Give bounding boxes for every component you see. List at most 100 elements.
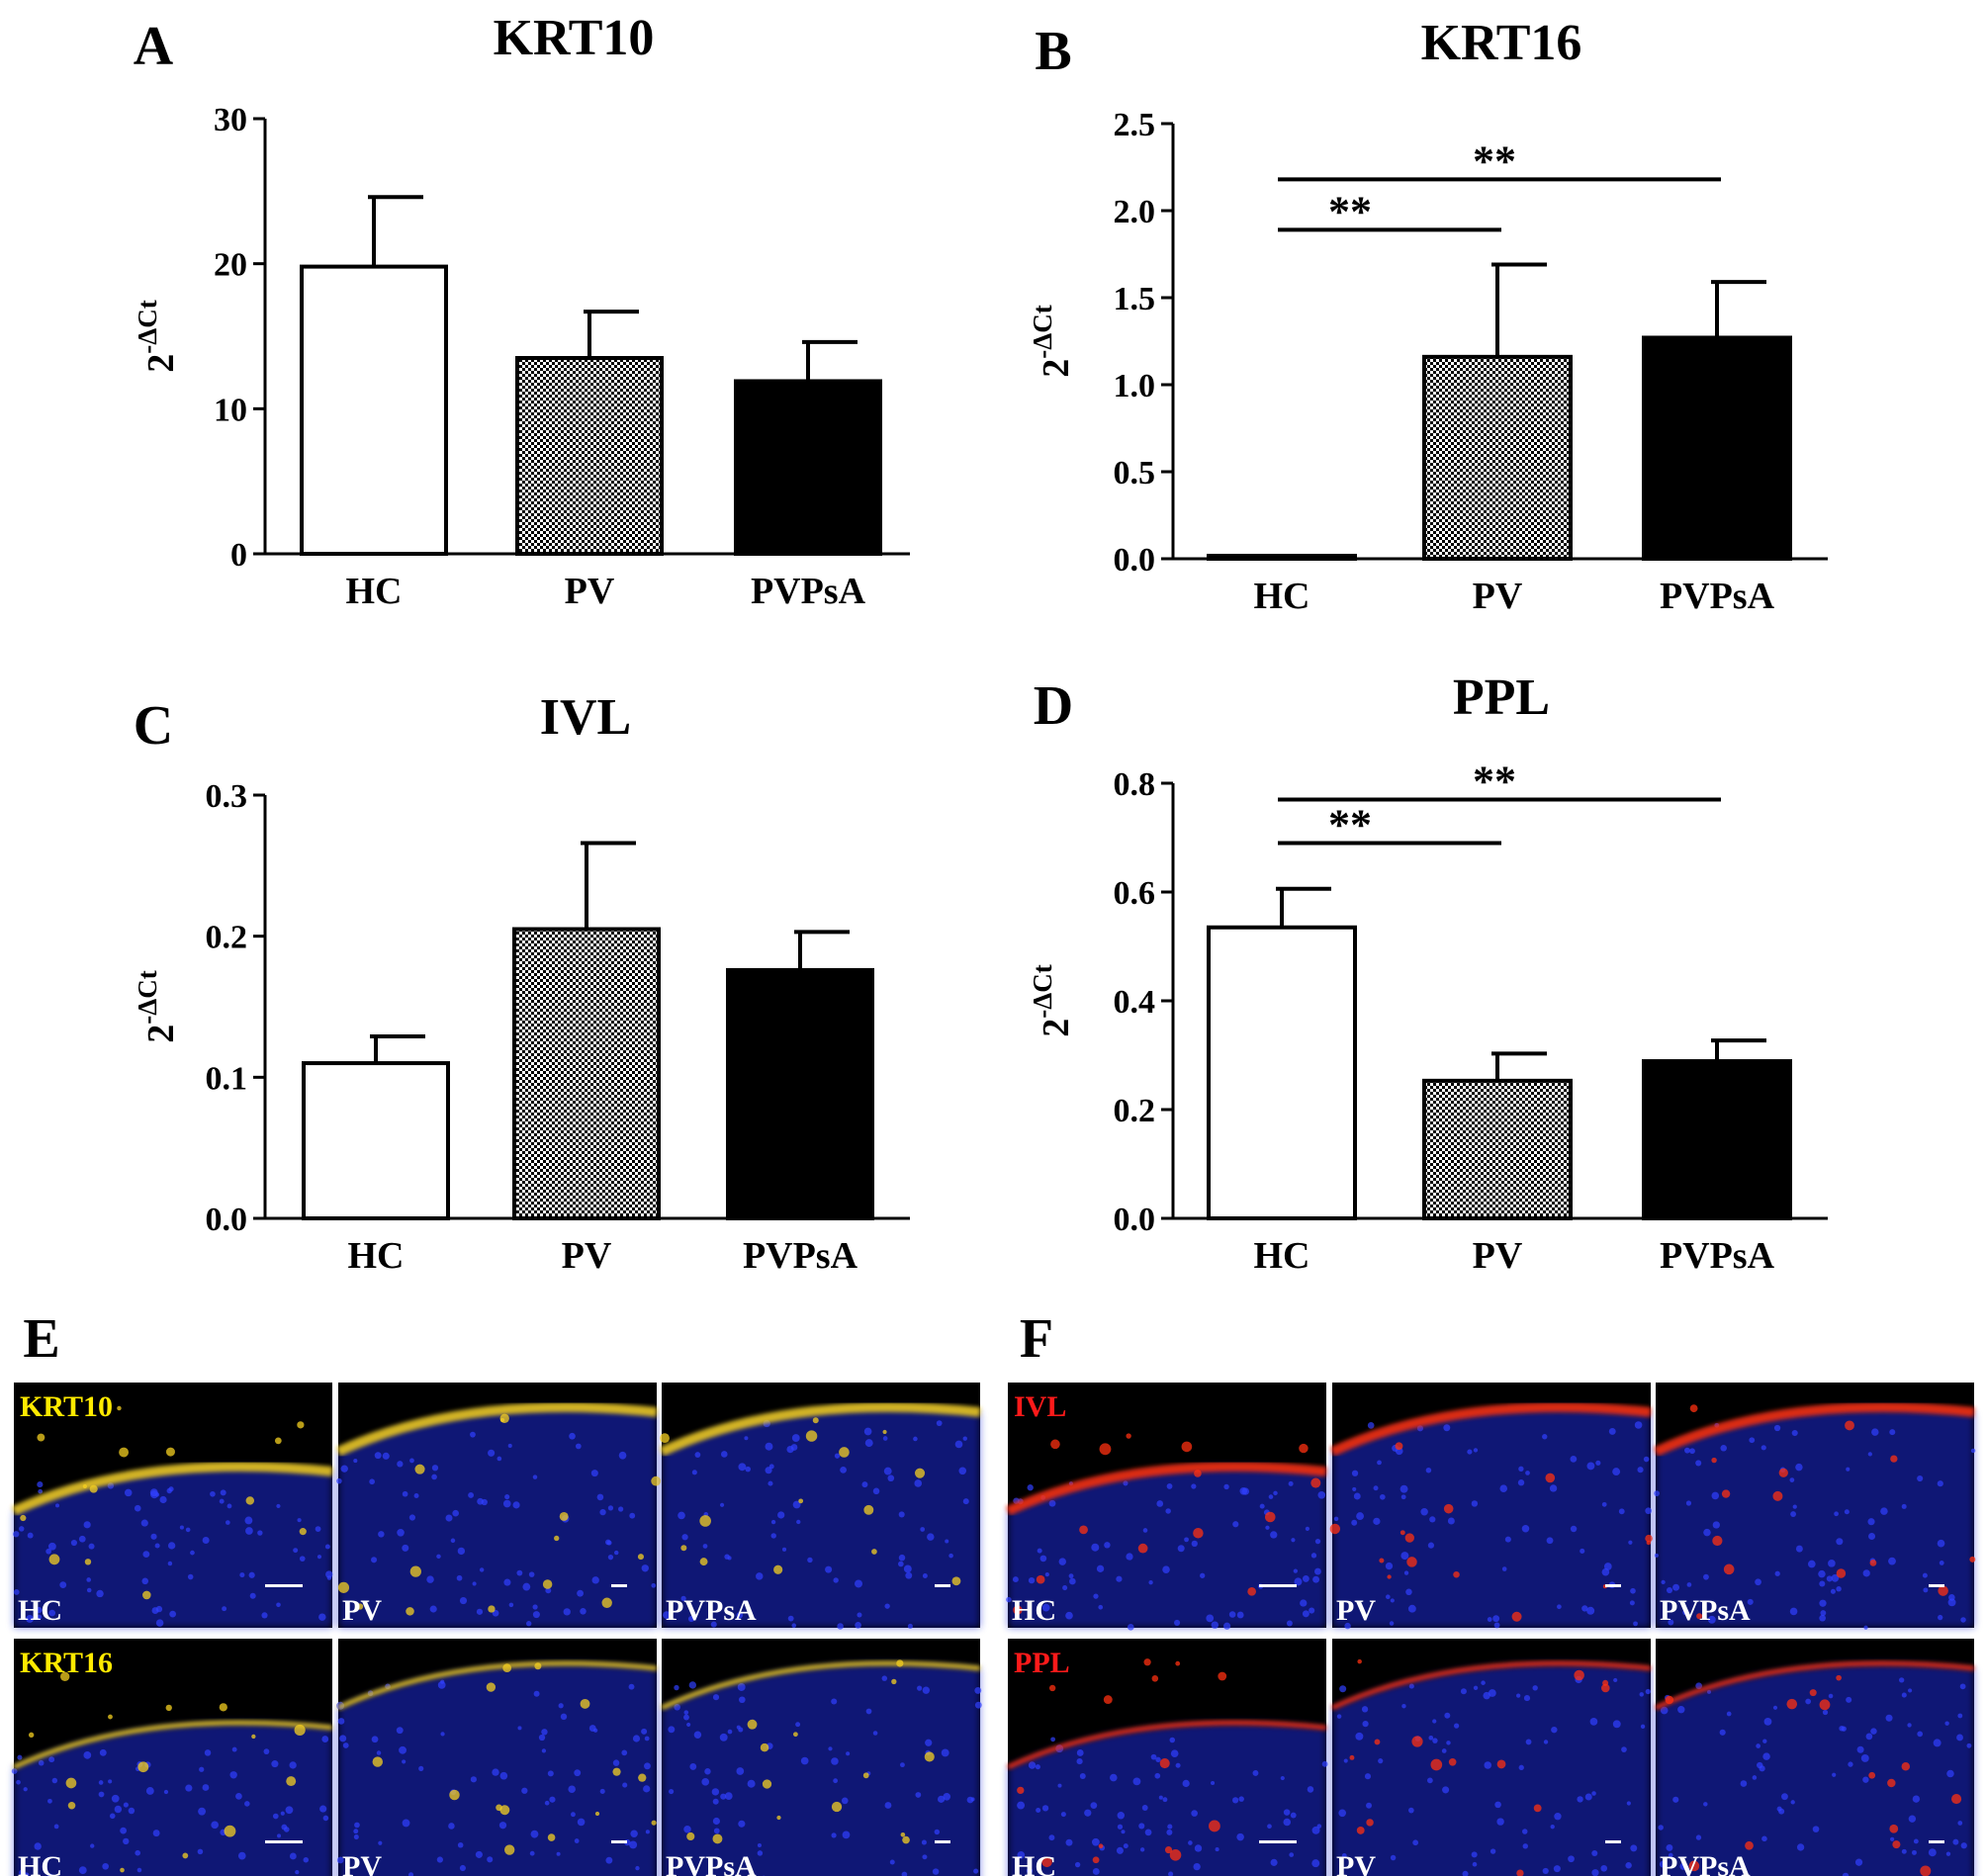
nucleus-dot xyxy=(1344,1622,1351,1630)
nucleus-dot xyxy=(114,1805,123,1814)
tile-group-label: HC xyxy=(18,1594,62,1627)
nucleus-dot xyxy=(322,1815,329,1822)
nucleus-dot xyxy=(628,1683,635,1690)
nucleus-dot xyxy=(1820,1610,1827,1616)
nucleus-dot xyxy=(831,1757,839,1765)
nucleus-dot xyxy=(185,1784,193,1792)
bar-pvpsa xyxy=(726,967,874,1221)
y-tick-label: 0.8 xyxy=(1114,766,1156,803)
stain-spot xyxy=(1920,1865,1932,1876)
nucleus-dot xyxy=(1193,1862,1201,1871)
nucleus-dot xyxy=(272,1813,279,1820)
nucleus-dot xyxy=(1834,1511,1839,1517)
nucleus-dot xyxy=(1366,1802,1372,1809)
nucleus-dot xyxy=(134,1504,141,1512)
nucleus-dot xyxy=(1761,1835,1767,1842)
stain-spot xyxy=(1778,1468,1788,1477)
nucleus-dot xyxy=(1314,1538,1321,1545)
nucleus-dot xyxy=(1901,1503,1907,1509)
nucleus-dot xyxy=(1270,1858,1278,1866)
nucleus-dot xyxy=(574,1769,582,1777)
nucleus-dot xyxy=(837,1623,844,1630)
stain-spot xyxy=(1048,1684,1056,1692)
nucleus-dot xyxy=(167,1561,173,1566)
nucleus-dot xyxy=(496,1456,502,1462)
significance-marker: ** xyxy=(1328,801,1372,849)
nucleus-dot xyxy=(277,1833,282,1838)
nucleus-dot xyxy=(1090,1802,1098,1810)
nucleus-dot xyxy=(1812,1826,1820,1832)
panel-letter: E xyxy=(23,1308,59,1370)
nucleus-dot xyxy=(1307,1786,1314,1793)
nucleus-dot xyxy=(83,1521,91,1529)
nucleus-dot xyxy=(1027,1484,1034,1491)
nucleus-dot xyxy=(1288,1480,1294,1486)
nucleus-dot xyxy=(796,1519,801,1525)
nucleus-dot xyxy=(1336,1714,1342,1719)
nucleus-dot xyxy=(974,1686,982,1694)
stain-spot xyxy=(594,1811,600,1817)
nucleus-dot xyxy=(289,1761,297,1769)
stain-spot xyxy=(182,1852,189,1859)
stain-spot xyxy=(1299,1443,1309,1454)
nucleus-dot xyxy=(1957,1713,1963,1719)
nucleus-dot xyxy=(719,1502,725,1507)
nucleus-dot xyxy=(1291,1538,1296,1543)
nucleus-dot xyxy=(1658,1825,1664,1831)
nucleus-dot xyxy=(86,1577,92,1582)
nucleus-dot xyxy=(1639,1692,1644,1697)
stain-spot xyxy=(542,1579,553,1589)
y-axis-label: 2-ΔCt xyxy=(1028,964,1077,1036)
scale-bar xyxy=(1605,1840,1621,1843)
stain-spot xyxy=(1218,1671,1227,1681)
nucleus-dot xyxy=(37,1614,43,1620)
nucleus-dot xyxy=(932,1868,940,1875)
nucleus-dot xyxy=(575,1443,582,1450)
nucleus-dot xyxy=(151,1607,159,1615)
nucleus-dot xyxy=(374,1452,382,1460)
nucleus-dot xyxy=(663,1611,671,1620)
nucleus-dot xyxy=(1191,1810,1198,1817)
nucleus-dot xyxy=(635,1865,640,1871)
stain-spot xyxy=(1036,1574,1045,1584)
stain-spot xyxy=(1836,1674,1842,1681)
micrograph-tile: HC KRT16 xyxy=(11,1639,333,1876)
nucleus-dot xyxy=(677,1511,685,1520)
nucleus-dot xyxy=(1518,1764,1524,1771)
scale-bar xyxy=(265,1840,303,1843)
scale-bar xyxy=(1259,1584,1297,1587)
nucleus-dot xyxy=(413,1492,419,1498)
nucleus-dot xyxy=(1629,1600,1635,1606)
nucleus-dot xyxy=(231,1746,237,1752)
nucleus-dot xyxy=(1684,1447,1690,1454)
nucleus-dot xyxy=(1586,1606,1595,1615)
stain-spot xyxy=(251,1734,256,1740)
tile-group-label: PV xyxy=(1336,1594,1376,1627)
nucleus-dot xyxy=(149,1488,158,1497)
nucleus-dot xyxy=(1378,1758,1384,1764)
nucleus-dot xyxy=(321,1736,329,1742)
nucleus-dot xyxy=(768,1464,774,1470)
nucleus-dot xyxy=(674,1684,679,1691)
nucleus-dot xyxy=(1356,1512,1365,1521)
nucleus-dot xyxy=(1223,1483,1229,1490)
y-tick-label: 0.0 xyxy=(1114,1202,1156,1238)
nucleus-dot xyxy=(459,1864,466,1872)
nucleus-dot xyxy=(1517,1479,1525,1486)
stain-spot xyxy=(286,1776,297,1787)
nucleus-dot xyxy=(1643,1456,1650,1463)
stain-spot xyxy=(406,1607,414,1616)
nucleus-dot xyxy=(1150,1753,1157,1760)
nucleus-dot xyxy=(353,1459,358,1464)
nucleus-dot xyxy=(517,1726,522,1731)
nucleus-dot xyxy=(109,1813,116,1820)
nucleus-dot xyxy=(1057,1783,1062,1788)
nucleus-dot xyxy=(120,1827,127,1834)
nucleus-dot xyxy=(295,1870,300,1875)
nucleus-dot xyxy=(1252,1769,1259,1776)
significance-marker: ** xyxy=(1328,187,1372,235)
nucleus-dot xyxy=(1613,1677,1618,1683)
stain-spot xyxy=(680,1545,687,1552)
nucleus-dot xyxy=(925,1739,933,1746)
nucleus-dot xyxy=(248,1571,255,1578)
